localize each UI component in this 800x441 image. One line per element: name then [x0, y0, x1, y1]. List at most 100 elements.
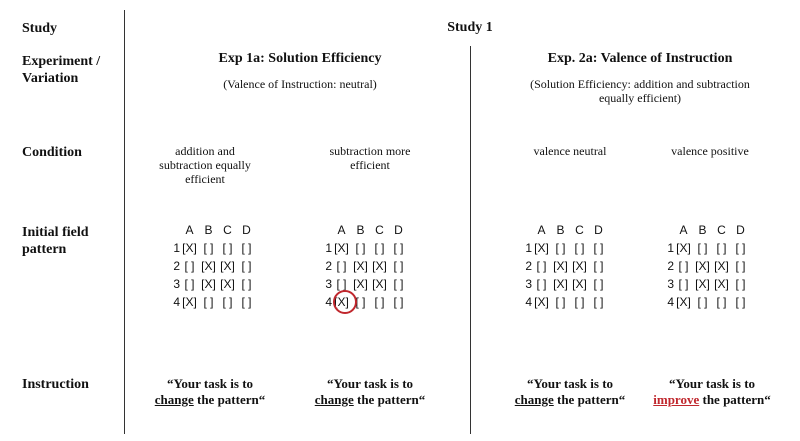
- grid-cell: [ ]: [374, 241, 385, 255]
- grid-cell: [X]: [714, 259, 729, 273]
- grid-column-header: A: [185, 223, 194, 237]
- grid-cell: [X]: [572, 259, 587, 273]
- condition-2-line2: efficient: [350, 158, 390, 172]
- grid-cell: [ ]: [593, 259, 604, 273]
- grid-row: 1 [X] [ ] [ ] [ ]: [666, 239, 750, 257]
- grid-column-header: A: [679, 223, 688, 237]
- grid-cell: [X]: [201, 277, 216, 291]
- grid-column-header: B: [204, 223, 213, 237]
- grid-cell: [ ]: [574, 241, 585, 255]
- exp2-subtitle-line2: equally efficient): [598, 91, 682, 105]
- grid-cell: [ ]: [536, 259, 547, 273]
- field-pattern-grid: A B C D 1 [X][ ][ ][ ] 2[ ] [X] [X][ ] 3[ ] [X] [X]…: [172, 221, 256, 311]
- grid-row: 2 [ ] [X] [X] [ ]: [524, 257, 608, 275]
- grid-row-index: 2: [173, 259, 180, 273]
- grid-row: 2 [ ] [X] [X] [ ]: [666, 257, 750, 275]
- instruction-3: “Your task is to change the pattern“: [510, 376, 630, 408]
- condition-equal-efficiency: addition and subtraction equally efficie…: [150, 144, 260, 186]
- grid-cell: [ ]: [393, 241, 404, 255]
- grid-row: 1 [X] [ ] [ ] [ ]: [172, 239, 256, 257]
- grid-cell: [ ]: [184, 259, 195, 273]
- grid-row: 3 [ ] [X] [X] [ ]: [172, 275, 256, 293]
- row-label-condition: Condition: [22, 145, 82, 160]
- instruction-4-line2: improve the pattern“: [650, 392, 774, 408]
- grid-cell: [ ]: [393, 295, 404, 309]
- grid-column-header: D: [242, 223, 251, 237]
- instruction-3-rest: the pattern“: [553, 392, 626, 407]
- row-label-experiment-line2: Variation: [22, 71, 79, 86]
- highlight-circle: [333, 290, 357, 314]
- grid-cell: [ ]: [355, 241, 366, 255]
- grid-cell: [ ]: [593, 295, 604, 309]
- grid-row: 1 [X] [ ] [ ] [ ]: [324, 239, 408, 257]
- grid-cell: [X]: [553, 277, 568, 291]
- grid-cell: [ ]: [555, 295, 566, 309]
- grid-row-index: 2: [667, 259, 674, 273]
- grid-cell: [ ]: [735, 295, 746, 309]
- instruction-1-verb: change: [154, 392, 194, 407]
- grid-cell: [X]: [220, 277, 235, 291]
- grid-row-index: 1: [173, 241, 180, 255]
- grid-row: 4 [X] [ ] [ ] [ ]: [524, 293, 608, 311]
- grid-cell: [X]: [182, 241, 197, 255]
- grid-cell: [ ]: [735, 277, 746, 291]
- instruction-1-rest: the pattern“: [193, 392, 266, 407]
- grid-cell: [X]: [714, 277, 729, 291]
- grid-column-header: A: [537, 223, 546, 237]
- instruction-3-line2: change the pattern“: [510, 392, 630, 408]
- grid-column-header: B: [356, 223, 365, 237]
- grid-cell: [X]: [695, 277, 710, 291]
- row-label-field-line2: pattern: [22, 242, 67, 257]
- condition-1-line3: efficient: [185, 172, 225, 186]
- grid-row-index: 3: [525, 277, 532, 291]
- grid-row-index: 4: [325, 295, 332, 309]
- grid-column-header: D: [594, 223, 603, 237]
- grid-column-header: C: [375, 223, 384, 237]
- grid-cell: [X]: [353, 277, 368, 291]
- instruction-1-line2: change the pattern“: [150, 392, 270, 408]
- instruction-3-verb: change: [514, 392, 554, 407]
- grid-cell: [ ]: [735, 241, 746, 255]
- grid-cell: [ ]: [735, 259, 746, 273]
- field-pattern-grid: A B C D 1 [X][ ][ ][ ] 2[ ] [X] [X][ ] 3[ ] [X] [X]…: [524, 221, 608, 311]
- divider-experiments: [470, 46, 471, 434]
- grid-column-header: D: [736, 223, 745, 237]
- grid-row-index: 2: [325, 259, 332, 273]
- grid-cell: [ ]: [716, 241, 727, 255]
- grid-column-header: B: [556, 223, 565, 237]
- grid-cell: [X]: [676, 295, 691, 309]
- grid-cell: [ ]: [678, 259, 689, 273]
- grid-column-header: A: [337, 223, 346, 237]
- grid-row: 4 [X] [ ] [ ] [ ]: [172, 293, 256, 311]
- instruction-4: “Your task is to improve the pattern“: [650, 376, 774, 408]
- grid-row: 4 [X] [ ] [ ] [ ]: [666, 293, 750, 311]
- grid-cell: [ ]: [593, 241, 604, 255]
- grid-cell: [X]: [201, 259, 216, 273]
- grid-row: 3 [ ] [X] [X] [ ]: [324, 275, 408, 293]
- grid-row-index: 4: [173, 295, 180, 309]
- grid-column-header: B: [698, 223, 707, 237]
- grid-cell: [ ]: [355, 295, 366, 309]
- grid-cell: [ ]: [555, 241, 566, 255]
- grid-row-index: 3: [667, 277, 674, 291]
- instruction-2-verb: change: [314, 392, 354, 407]
- instruction-2-rest: the pattern“: [353, 392, 426, 407]
- grid-cell: [X]: [334, 241, 349, 255]
- grid-cell: [X]: [676, 241, 691, 255]
- grid-cell: [ ]: [393, 277, 404, 291]
- grid-cell: [X]: [182, 295, 197, 309]
- grid-cell: [ ]: [241, 295, 252, 309]
- grid-row-index: 1: [667, 241, 674, 255]
- study-title: Study 1: [447, 20, 493, 35]
- grid-cell: [X]: [572, 277, 587, 291]
- condition-valence-neutral: valence neutral: [533, 144, 607, 158]
- grid-row: 2 [ ] [X] [X] [ ]: [172, 257, 256, 275]
- grid-cell: [ ]: [393, 259, 404, 273]
- grid-column-header: D: [394, 223, 403, 237]
- condition-1-line1: addition and: [175, 144, 235, 158]
- condition-valence-positive: valence positive: [671, 144, 749, 158]
